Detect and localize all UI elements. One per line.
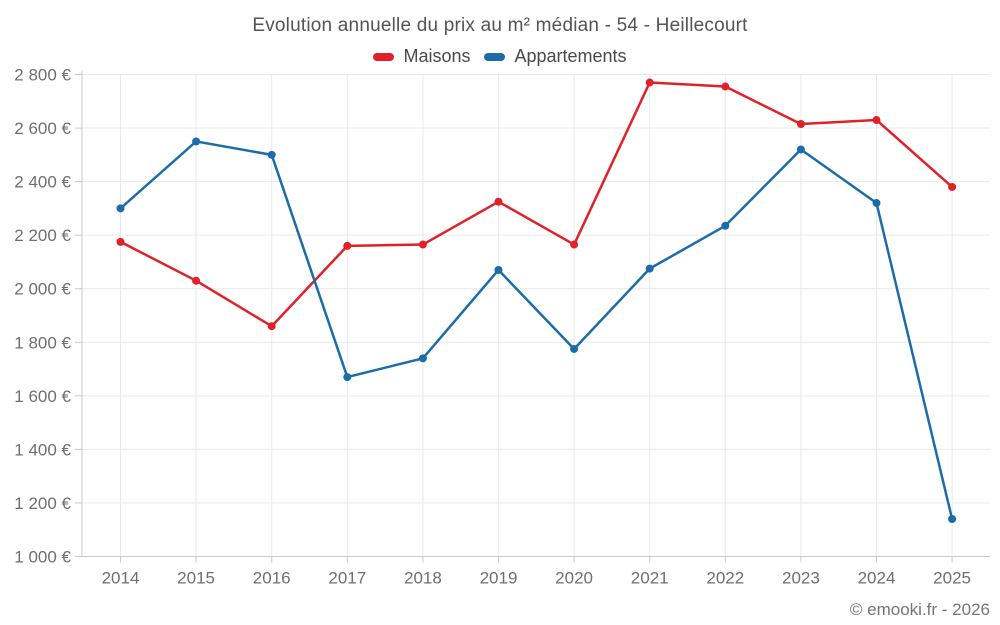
maisons-point-2019[interactable] bbox=[494, 197, 503, 206]
maisons-point-2025[interactable] bbox=[948, 182, 957, 191]
y-tick-label: 1 000 € bbox=[14, 548, 71, 567]
y-tick-label: 1 800 € bbox=[14, 333, 71, 352]
maisons-point-2022[interactable] bbox=[721, 82, 730, 91]
appartements-point-2021[interactable] bbox=[645, 264, 654, 273]
maisons-point-2017[interactable] bbox=[343, 241, 352, 250]
maisons-point-2018[interactable] bbox=[418, 240, 427, 249]
x-tick-label: 2021 bbox=[631, 569, 669, 588]
maisons-point-2021[interactable] bbox=[645, 78, 654, 87]
appartements-point-2019[interactable] bbox=[494, 265, 503, 274]
y-axis-labels: 1 000 € 1 200 € 1 400 € 1 600 € 1 800 € 2 000… bbox=[14, 66, 71, 567]
maisons-line bbox=[119, 81, 954, 328]
appartements-point-2018[interactable] bbox=[418, 354, 427, 363]
y-tick-label: 2 200 € bbox=[14, 226, 71, 245]
y-tick-label: 2 400 € bbox=[14, 173, 71, 192]
y-tick-label: 1 200 € bbox=[14, 494, 71, 513]
appartements-point-2014[interactable] bbox=[116, 204, 125, 213]
x-tick-label: 2018 bbox=[404, 569, 442, 588]
x-tick-label: 2022 bbox=[706, 569, 744, 588]
y-tick-label: 1 400 € bbox=[14, 440, 71, 459]
x-tick-label: 2015 bbox=[177, 569, 215, 588]
appartements-point-2020[interactable] bbox=[570, 344, 579, 353]
axes bbox=[75, 70, 990, 563]
x-tick-label: 2020 bbox=[555, 569, 593, 588]
maisons-point-2014[interactable] bbox=[116, 237, 125, 246]
y-tick-label: 2 800 € bbox=[14, 66, 71, 85]
x-tick-label: 2023 bbox=[782, 569, 820, 588]
maisons-legend-label: Maisons bbox=[403, 46, 471, 66]
x-tick-label: 2017 bbox=[328, 569, 366, 588]
legend-item-appartements[interactable]: Appartements bbox=[484, 46, 627, 67]
x-tick-label: 2019 bbox=[480, 569, 518, 588]
chart-legend: Maisons Appartements bbox=[0, 46, 1000, 67]
maisons-point-2015[interactable] bbox=[192, 276, 201, 285]
maisons-point-2023[interactable] bbox=[796, 120, 805, 129]
y-tick-label: 1 600 € bbox=[14, 387, 71, 406]
chart-title: Evolution annuelle du prix au m² médian … bbox=[252, 15, 748, 36]
x-axis-labels: 2014 2015 2016 2017 2018 2019 2020 2021 2022 2023… bbox=[102, 569, 971, 588]
appartements-legend-marker bbox=[484, 52, 506, 61]
series-maisons bbox=[116, 78, 957, 331]
appartements-point-2022[interactable] bbox=[721, 221, 730, 230]
appartements-point-2015[interactable] bbox=[192, 137, 201, 146]
y-tick-label: 2 000 € bbox=[14, 280, 71, 299]
x-tick-label: 2014 bbox=[102, 569, 140, 588]
x-tick-label: 2024 bbox=[858, 569, 896, 588]
appartements-line bbox=[119, 140, 954, 521]
y-tick-label: 2 600 € bbox=[14, 119, 71, 138]
gridlines bbox=[82, 74, 990, 557]
copyright: © emooki.fr - 2026 bbox=[849, 600, 990, 619]
appartements-legend-label: Appartements bbox=[514, 46, 627, 66]
legend-item-maisons[interactable]: Maisons bbox=[373, 46, 470, 67]
appartements-point-2016[interactable] bbox=[267, 150, 276, 159]
series-appartements bbox=[116, 137, 957, 524]
appartements-point-2024[interactable] bbox=[872, 199, 881, 208]
appartements-point-2025[interactable] bbox=[948, 515, 957, 524]
x-tick-label: 2025 bbox=[933, 569, 971, 588]
maisons-point-2020[interactable] bbox=[570, 240, 579, 249]
maisons-legend-marker bbox=[373, 52, 395, 61]
maisons-point-2016[interactable] bbox=[267, 322, 276, 331]
appartements-point-2023[interactable] bbox=[796, 145, 805, 154]
x-tick-label: 2016 bbox=[253, 569, 291, 588]
appartements-point-2017[interactable] bbox=[343, 373, 352, 382]
maisons-point-2024[interactable] bbox=[872, 116, 881, 125]
